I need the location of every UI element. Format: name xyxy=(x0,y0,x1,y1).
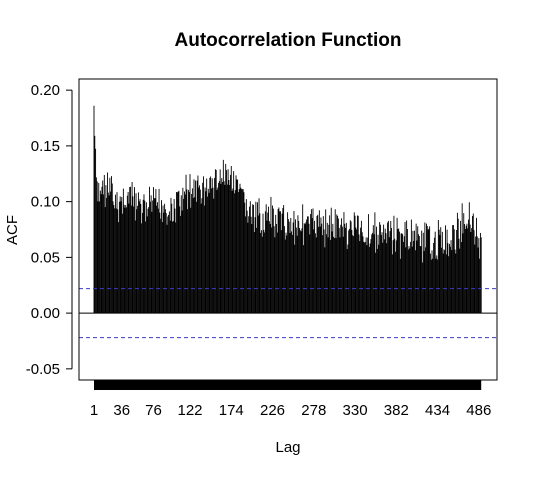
reference-lines xyxy=(79,288,497,339)
y-tick-label: 0.05 xyxy=(31,249,60,266)
x-tick-label: 1 xyxy=(90,402,98,419)
x-tick-label: 278 xyxy=(301,402,326,419)
x-tick-label: 122 xyxy=(177,402,202,419)
x-tick-label: 382 xyxy=(384,402,409,419)
x-tick-label: 226 xyxy=(260,402,285,419)
bar-overflow-band xyxy=(94,380,482,390)
x-tick-label: 330 xyxy=(343,402,368,419)
x-axis: 1 36 76 122 174 226 278 330 382 434 486 xyxy=(90,402,492,419)
x-tick-label: 174 xyxy=(219,402,244,419)
y-tick-label: 0.00 xyxy=(31,305,60,322)
y-axis-title: ACF xyxy=(4,215,21,245)
x-tick-label: 36 xyxy=(113,402,130,419)
x-tick-label: 486 xyxy=(466,402,491,419)
y-tick-label: 0.10 xyxy=(31,194,60,211)
y-axis: -0.05 0.00 0.05 0.10 0.15 0.20 xyxy=(26,82,73,378)
acf-bars xyxy=(93,105,482,390)
chart-title: Autocorrelation Function xyxy=(175,30,402,51)
x-axis-title: Lag xyxy=(275,439,300,456)
x-tick-label: 76 xyxy=(145,402,162,419)
y-tick-label: -0.05 xyxy=(26,361,60,378)
y-tick-label: 0.20 xyxy=(31,82,60,99)
plot-frame xyxy=(78,78,498,381)
x-tick-label: 434 xyxy=(425,402,450,419)
y-tick-label: 0.15 xyxy=(31,138,60,155)
